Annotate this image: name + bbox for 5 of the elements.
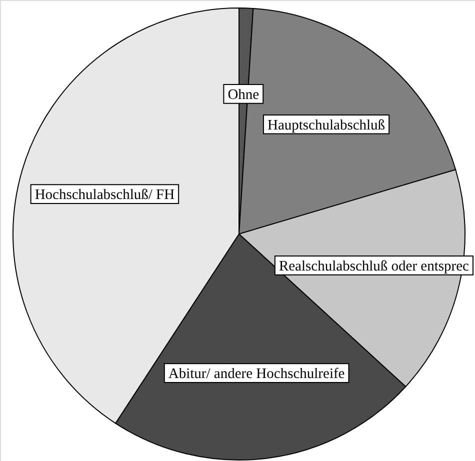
slice-label: Hauptschulabschluß — [267, 117, 386, 134]
slice-label: Realschulabschluß oder entsprec — [278, 258, 469, 274]
slice-label: Abitur/ andere Hochschulreife — [168, 366, 345, 382]
slice-label: Hochschulabschluß/ FH — [34, 187, 176, 204]
slice-label: Ohne — [228, 86, 260, 103]
